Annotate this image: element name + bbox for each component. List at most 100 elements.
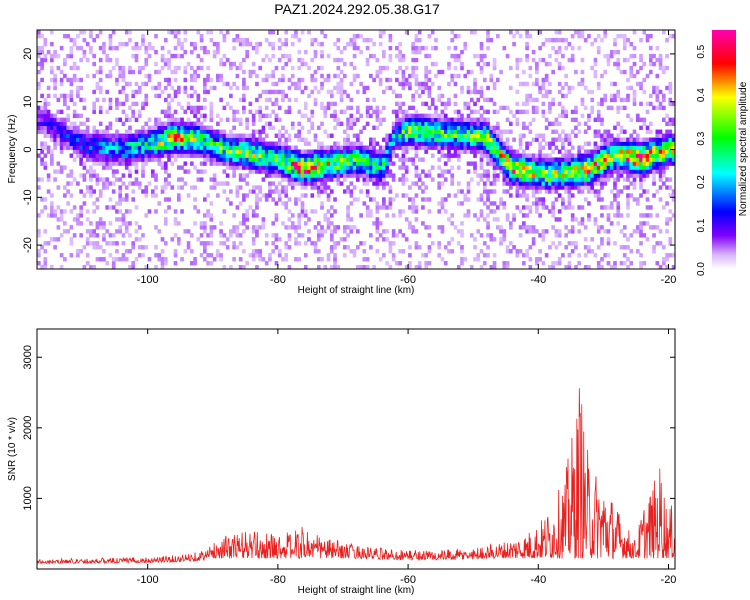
heatmap-cell	[427, 69, 432, 75]
heatmap-cell	[463, 121, 468, 126]
heatmap-cell	[535, 209, 539, 214]
heatmap-cell	[329, 113, 334, 119]
heatmap-cell	[596, 109, 601, 115]
heatmap-cell	[154, 121, 158, 126]
heatmap-cell	[505, 169, 510, 174]
heatmap-cell	[453, 137, 458, 142]
heatmap-cell	[541, 197, 546, 202]
heatmap-cell	[375, 209, 380, 214]
heatmap-cell	[424, 85, 429, 91]
heatmap-cell	[235, 193, 240, 198]
heatmap-cell	[310, 177, 315, 182]
heatmap-cell	[245, 121, 249, 126]
heatmap-cell	[518, 193, 523, 198]
heatmap-cell	[242, 77, 246, 83]
heatmap-cell	[251, 157, 256, 162]
heatmap-cell	[427, 249, 432, 254]
heatmap-cell	[639, 185, 643, 190]
heatmap-cell	[121, 101, 126, 107]
heatmap-cell	[307, 30, 311, 35]
heatmap-cell	[473, 101, 477, 107]
heatmap-cell	[613, 137, 617, 142]
heatmap-cell	[53, 81, 57, 87]
heatmap-cell	[245, 149, 249, 154]
heatmap-cell	[69, 137, 74, 142]
heatmap-cell	[258, 153, 263, 158]
heatmap-cell	[561, 109, 565, 115]
heatmap-cell	[131, 197, 136, 202]
heatmap-cell	[203, 125, 207, 130]
heatmap-cell	[613, 41, 617, 47]
heatmap-cell	[63, 193, 67, 198]
heatmap-cell	[437, 97, 442, 103]
heatmap-cell	[320, 30, 324, 35]
heatmap-cell	[72, 149, 77, 154]
heatmap-cell	[492, 217, 497, 222]
heatmap-cell	[609, 93, 614, 99]
heatmap-cell	[173, 145, 178, 150]
heatmap-cell	[66, 133, 70, 138]
heatmap-cell	[408, 105, 412, 111]
heatmap-cell	[163, 133, 168, 138]
heatmap-cell	[349, 121, 354, 126]
heatmap-cell	[108, 105, 113, 111]
heatmap-cell	[515, 89, 520, 95]
heatmap-cell	[277, 253, 282, 258]
heatmap-cell	[495, 157, 500, 162]
heatmap-cell	[385, 65, 389, 71]
heatmap-cell	[72, 145, 77, 150]
heatmap-cell	[92, 125, 96, 130]
heatmap-cell	[102, 157, 106, 162]
heatmap-cell	[95, 69, 100, 75]
heatmap-cell	[372, 53, 376, 59]
heatmap-cell	[225, 117, 230, 123]
heatmap-cell	[447, 153, 451, 158]
heatmap-cell	[369, 197, 373, 202]
heatmap-cell	[160, 89, 165, 95]
heatmap-cell	[648, 33, 653, 39]
heatmap-cell	[333, 165, 337, 170]
heatmap-cell	[79, 45, 83, 51]
heatmap-cell	[385, 205, 389, 210]
heatmap-cell	[486, 145, 490, 150]
heatmap-cell	[66, 105, 70, 111]
heatmap-cell	[307, 129, 311, 134]
heatmap-cell	[508, 153, 513, 158]
heatmap-cell	[271, 81, 276, 87]
heatmap-cell	[658, 265, 663, 270]
heatmap-cell	[219, 253, 223, 258]
heatmap-cell	[199, 141, 204, 146]
heatmap-cell	[629, 169, 634, 174]
heatmap-cell	[577, 261, 582, 266]
heatmap-cell	[186, 125, 191, 130]
heatmap-cell	[466, 197, 471, 202]
heatmap-cell	[56, 205, 61, 210]
heatmap-cell	[176, 53, 181, 59]
heatmap-cell	[512, 33, 516, 39]
heatmap-cell	[69, 169, 74, 174]
heatmap-cell	[421, 45, 425, 51]
heatmap-cell	[102, 129, 106, 134]
heatmap-cell	[203, 133, 207, 138]
heatmap-cell	[102, 237, 106, 242]
heatmap-cell	[609, 53, 614, 59]
heatmap-cell	[284, 141, 289, 146]
heatmap-cell	[339, 109, 344, 115]
heatmap-cell	[639, 173, 643, 178]
heatmap-cell	[141, 37, 145, 43]
heatmap-cell	[300, 61, 305, 67]
heatmap-cell	[548, 181, 552, 186]
heatmap-cell	[137, 141, 142, 146]
heatmap-cell	[437, 253, 442, 258]
heatmap-cell	[492, 177, 497, 182]
heatmap-cell	[447, 141, 451, 146]
heatmap-cell	[486, 213, 490, 218]
heatmap-cell	[619, 169, 624, 174]
heatmap-cell	[297, 65, 302, 71]
heatmap-cell	[421, 157, 425, 162]
heatmap-cell	[79, 233, 83, 238]
heatmap-cell	[567, 261, 572, 266]
heatmap-cell	[626, 145, 630, 150]
heatmap-cell	[37, 85, 41, 91]
heatmap-cell	[522, 253, 526, 258]
